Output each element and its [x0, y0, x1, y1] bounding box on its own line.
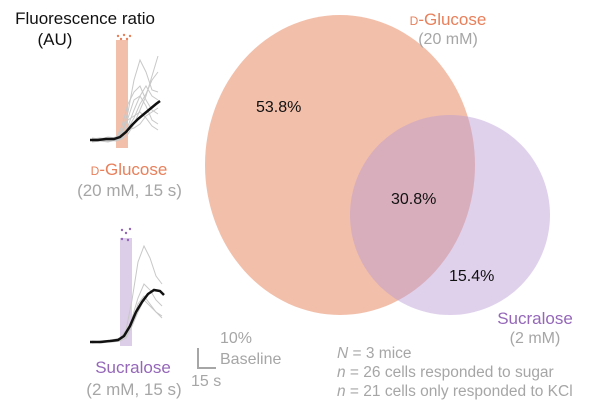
- stats-line-kcl: n = 21 cells only responded to KCl: [337, 383, 573, 400]
- sucralose-stimulus-bar: [120, 238, 132, 346]
- venn-set-a-name: -Glucose: [418, 10, 487, 29]
- sucralose-trace-panel: [90, 227, 165, 346]
- venn-overlap-value: 30.8%: [391, 191, 437, 208]
- venn-only-a-value: 53.8%: [256, 99, 302, 116]
- venn-only-b-value: 15.4%: [449, 268, 495, 285]
- stats-var-N: N: [337, 345, 349, 362]
- venn-set-sucralose: [350, 115, 550, 315]
- stats-var-n2: n: [337, 383, 346, 400]
- venn-set-a-conc: (20 mM): [418, 31, 478, 48]
- sucralose-marker-dots: [120, 227, 132, 242]
- glucose-mean-trace: [90, 100, 161, 142]
- glucose-marker-dots: [116, 33, 132, 41]
- venn-set-b-label: Sucralose: [497, 309, 573, 328]
- glucose-individual-trace: [91, 85, 159, 143]
- y-axis-label-line2: (AU): [37, 30, 73, 49]
- stats-line-responded: n = 26 cells responded to sugar: [337, 364, 554, 381]
- scalebar-x-value: 15 s: [191, 373, 222, 390]
- glucose-trace-panel: [90, 33, 161, 148]
- scalebar-y-value: 10%: [220, 330, 253, 347]
- y-axis-label: Fluorescence ratio (AU): [0, 8, 170, 50]
- venn-set-glucose: [205, 15, 475, 315]
- venn-set-a-label: d-Glucose: [398, 10, 498, 30]
- sucralose-mean-trace: [90, 288, 165, 344]
- stats-block: N = 3 mice n = 26 cells responded to sug…: [337, 344, 573, 401]
- glucose-individual-trace: [91, 85, 159, 140]
- sucralose-panel-name: Sucralose: [95, 358, 171, 377]
- stats-line-mice: N = 3 mice: [337, 345, 412, 362]
- venn-set-b-conc: (2 mM): [509, 330, 561, 347]
- stats-var-n: n: [337, 364, 346, 381]
- glucose-name: -Glucose: [99, 160, 168, 179]
- glucose-prefix: d: [90, 160, 100, 179]
- venn-set-a-prefix: d: [409, 10, 419, 29]
- scale-bar: [197, 348, 216, 369]
- scalebar-y-label: Baseline: [220, 351, 282, 368]
- venn-diagram: [205, 15, 550, 315]
- glucose-panel-condition: (20 mM, 15 s): [77, 181, 182, 200]
- glucose-panel-name: d-Glucose: [73, 160, 185, 180]
- y-axis-label-line1: Fluorescence ratio: [15, 9, 155, 28]
- sucralose-panel-condition: (2 mM, 15 s): [86, 380, 182, 399]
